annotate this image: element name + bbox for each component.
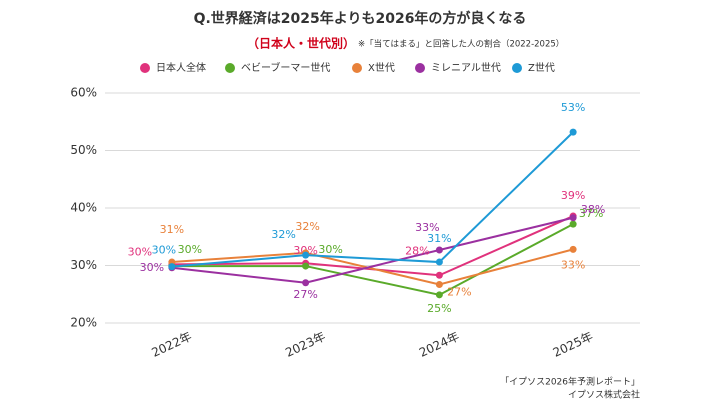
x-tick-label: 2024年 [417,329,461,360]
chart-title: Q.世界経済は2025年よりも2026年の方が良くなる [194,10,527,27]
data-label: 30% [178,243,202,256]
note: ※「当てはまる」と回答した人の割合（2022-2025） [358,39,564,50]
data-label: 27% [447,285,471,298]
data-label: 30% [152,244,176,257]
series-line [171,131,574,268]
point [168,263,176,271]
legend-label: 日本人全体 [156,61,206,74]
point [435,271,443,279]
legend-marker [225,63,235,73]
data-label: 27% [293,288,317,301]
legend-label: ベビーブーマー世代 [241,61,330,74]
x-tick-label: 2022年 [149,329,193,360]
data-label: 30% [128,245,152,258]
legend-label: X世代 [368,62,395,74]
point [435,291,443,299]
y-tick-label: 30% [70,258,97,272]
point [569,128,577,136]
legend-marker [415,63,425,73]
source: イプソス株式会社 [568,389,640,401]
legend-marker [352,63,362,73]
legend-label: Z世代 [528,62,555,74]
point [302,262,310,270]
point [302,279,310,287]
series-line [171,248,574,286]
data-label: 32% [295,220,319,233]
series-line [171,223,574,296]
y-tick-label: 40% [70,201,97,215]
data-label: 37% [579,207,603,220]
data-label: 33% [561,258,585,271]
data-label: 28% [405,244,429,257]
y-tick-label: 20% [70,316,97,330]
data-label: 31% [160,223,184,236]
data-label: 30% [140,261,164,274]
data-label: 31% [427,232,451,245]
data-label: 39% [561,189,585,202]
point [435,258,443,266]
series-line [171,216,574,284]
data-label: 30% [318,243,342,256]
x-tick-label: 2025年 [551,329,595,360]
point [569,220,577,228]
source: 「イプソス2026年予測レポート」 [500,376,640,388]
data-label: 25% [427,302,451,315]
data-label: 33% [415,221,439,234]
data-label: 32% [271,228,295,241]
point [569,245,577,253]
point [435,280,443,288]
y-tick-label: 50% [70,143,97,157]
legend-label: ミレニアル世代 [431,62,501,74]
point [435,246,443,254]
point [569,214,577,222]
legend-marker [140,63,150,73]
data-label: 53% [561,101,585,114]
data-label: 38% [581,203,605,216]
legend-marker [512,63,522,73]
subtitle: （日本人・世代別） [247,36,355,51]
x-tick-label: 2023年 [283,329,327,360]
point [302,251,310,259]
y-tick-label: 60% [70,86,97,100]
